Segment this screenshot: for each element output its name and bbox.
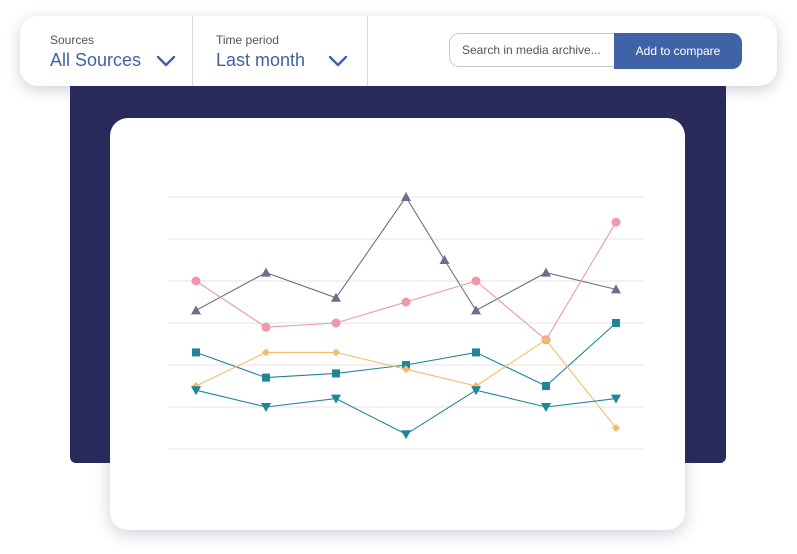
data-point [262, 348, 270, 357]
data-point [331, 318, 341, 328]
data-point [402, 365, 410, 374]
data-point [401, 430, 411, 440]
time-period-label: Time period [216, 33, 279, 47]
data-point [261, 403, 271, 412]
data-point [191, 276, 201, 286]
sources-label: Sources [50, 33, 95, 47]
data-point [542, 335, 550, 344]
data-point [261, 322, 271, 332]
time-period-dropdown[interactable]: Time period Last month [193, 16, 368, 86]
data-point [541, 403, 551, 412]
data-point [471, 305, 481, 315]
series-line [195, 389, 617, 435]
series-line [195, 322, 617, 387]
line-chart [168, 192, 644, 450]
chevron-down-icon [156, 55, 176, 67]
data-point [611, 284, 621, 294]
data-point [262, 373, 270, 382]
data-point [331, 292, 341, 302]
chart-card [110, 118, 685, 530]
data-point [261, 267, 271, 277]
data-point [401, 297, 411, 307]
search-input[interactable] [449, 33, 621, 67]
data-point [541, 267, 551, 277]
data-point [439, 255, 450, 264]
series-line [195, 195, 617, 312]
data-point [192, 348, 200, 357]
data-point [191, 386, 201, 396]
sources-dropdown[interactable]: Sources All Sources [20, 16, 193, 86]
chevron-down-icon [328, 55, 348, 67]
data-point [611, 217, 621, 227]
data-point [332, 369, 340, 378]
time-period-value: Last month [216, 50, 306, 70]
data-point [332, 348, 340, 357]
series-line [195, 339, 617, 429]
data-point [401, 192, 411, 201]
filter-bar: Sources All Sources Time period Last mon… [20, 16, 777, 86]
data-point [471, 276, 481, 286]
data-point [191, 305, 201, 315]
add-to-compare-button[interactable]: Add to compare [614, 33, 742, 69]
data-point [471, 386, 481, 396]
data-point [612, 319, 620, 327]
data-point [611, 394, 621, 404]
data-point [331, 394, 341, 404]
data-point [542, 382, 550, 390]
sources-value: All Sources [50, 50, 142, 70]
data-point [612, 424, 620, 432]
data-point [402, 361, 410, 369]
data-point [472, 348, 480, 357]
